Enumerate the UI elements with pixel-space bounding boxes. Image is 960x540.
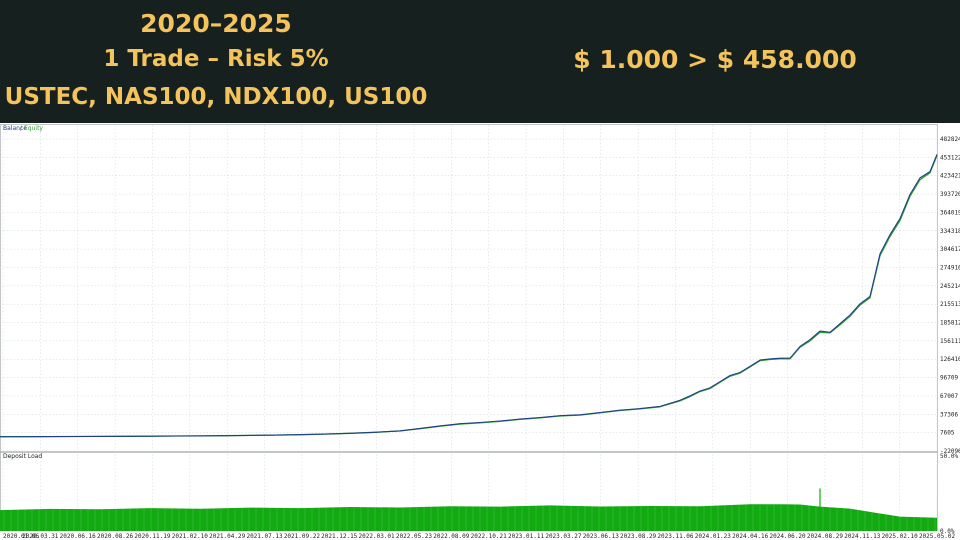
y-tick-label: 37306 <box>940 411 958 418</box>
x-tick-label: 2020.01.06 <box>3 533 40 540</box>
x-tick-label: 2023.11.06 <box>657 533 694 540</box>
legend-separator: / <box>20 125 23 132</box>
x-tick-label: 2020.06.16 <box>60 533 97 540</box>
header-banner: 2020–2025 1 Trade – Risk 5% USTEC, NAS10… <box>0 0 960 123</box>
y-tick-label: 334318 <box>940 228 960 235</box>
x-tick-label: 2025.05.02 <box>919 533 956 540</box>
y-tick-label: 245214 <box>940 283 960 290</box>
x-tick-label: 2020.03.31 <box>22 533 59 540</box>
x-tick-label: 2022.03.01 <box>359 533 396 540</box>
x-tick-label: 2020.11.19 <box>134 533 171 540</box>
deposit-load-title: Deposit Load <box>3 453 42 460</box>
x-tick-label: 2024.08.29 <box>807 533 844 540</box>
x-tick-label: 2023.06.13 <box>583 533 620 540</box>
legend-balance: Balance <box>3 125 27 132</box>
x-tick-label: 2025.02.10 <box>882 533 919 540</box>
y-tick-label: 126410 <box>940 356 960 363</box>
x-tick-label: 2021.07.13 <box>246 533 283 540</box>
title-growth: $ 1.000 > $ 458.000 <box>573 45 857 74</box>
y-tick-label: -22096 <box>940 448 960 455</box>
y-tick-label: 96709 <box>940 375 958 382</box>
x-tick-label: 2022.10.21 <box>471 533 508 540</box>
y-tick-label: 67007 <box>940 393 958 400</box>
x-tick-label: 2024.11.13 <box>844 533 881 540</box>
title-years: 2020–2025 <box>140 9 292 38</box>
title-symbols: USTEC, NAS100, NDX100, US100 <box>4 84 428 110</box>
balance-line <box>0 154 938 438</box>
title-risk: 1 Trade – Risk 5% <box>103 46 329 72</box>
chart-canvas: 482824 453122 423421 393720 364019 334318 3046… <box>0 124 960 540</box>
x-tick-label: 2021.12.15 <box>321 533 358 540</box>
x-tick-label: 2022.08.09 <box>433 533 470 540</box>
y-tick-label: 364019 <box>940 209 960 216</box>
x-tick-label: 2021.09.22 <box>284 533 321 540</box>
deposit-load-tick: 0.0% <box>940 528 955 535</box>
y-tick-label: 482824 <box>940 136 960 143</box>
y-tick-label: 304617 <box>940 246 960 253</box>
y-tick-label: 185812 <box>940 320 960 327</box>
y-tick-label: 156111 <box>940 338 960 345</box>
deposit-load-tick: 50.0% <box>940 453 958 460</box>
x-tick-label: 2023.01.11 <box>508 533 545 540</box>
equity-line <box>0 155 938 438</box>
x-tick-label: 2024.04.16 <box>732 533 769 540</box>
x-tick-label: 2024.06.20 <box>769 533 806 540</box>
x-tick-label: 2023.08.29 <box>620 533 657 540</box>
deposit-load-area <box>0 504 937 531</box>
y-tick-label: 274916 <box>940 264 960 271</box>
x-tick-label: 2021.02.10 <box>172 533 209 540</box>
legend-equity: Equity <box>24 125 43 132</box>
x-tick-label: 2024.01.23 <box>695 533 732 540</box>
y-tick-label: 7605 <box>940 430 955 437</box>
backtest-chart: 482824 453122 423421 393720 364019 334318 3046… <box>0 123 960 540</box>
main-panel-frame <box>0 124 938 453</box>
y-tick-label: 215513 <box>940 301 960 308</box>
x-tick-label: 2021.04.29 <box>209 533 246 540</box>
y-tick-label: 453122 <box>940 154 960 161</box>
x-tick-label: 2022.05.23 <box>396 533 433 540</box>
x-tick-label: 2023.03.27 <box>545 533 582 540</box>
x-tick-label: 2020.08.26 <box>97 533 134 540</box>
y-tick-label: 393720 <box>940 191 960 198</box>
y-tick-label: 423421 <box>940 173 960 180</box>
